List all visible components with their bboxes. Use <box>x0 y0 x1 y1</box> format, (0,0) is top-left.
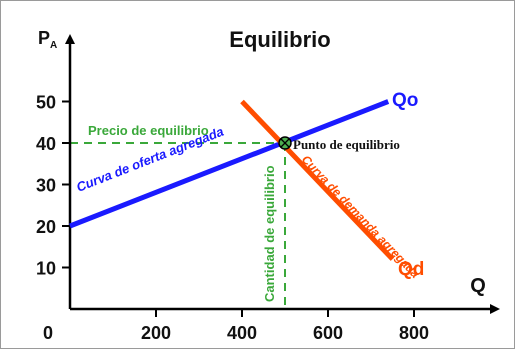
equilibrium-marker <box>278 136 292 150</box>
y-tick-label: 30 <box>36 176 56 196</box>
y-axis-label: PA <box>38 28 57 51</box>
y-axis-label-main: P <box>38 28 50 48</box>
x-tick-label: 600 <box>313 323 343 343</box>
tick-labels: 10 20 30 40 50 0 200 400 600 800 <box>36 93 429 344</box>
x-tick-label: 800 <box>399 323 429 343</box>
demand-series-name: Qd <box>398 259 424 280</box>
supply-curve-line <box>69 99 390 229</box>
demand-curve-label: Curva de demanda agregada <box>299 152 423 281</box>
y-axis-label-sub: A <box>50 40 57 51</box>
y-tick-label: 50 <box>36 93 56 113</box>
equilibrium-guides <box>70 142 286 309</box>
x-tick-label: 400 <box>227 323 257 343</box>
price-guide-label: Precio de equilibrio <box>88 123 209 138</box>
y-tick-label: 40 <box>36 134 56 154</box>
y-tick-label: 20 <box>36 217 56 237</box>
y-tick-label: 10 <box>36 259 56 279</box>
x-axis-label: Q <box>470 275 486 297</box>
x-tick-label: 200 <box>141 323 171 343</box>
axes <box>65 34 500 314</box>
series-lines <box>69 99 395 261</box>
chart-title: Equilibrio <box>229 27 330 52</box>
supply-series-name: Qo <box>392 90 418 111</box>
x-tick-label: 0 <box>43 323 53 343</box>
equilibrium-point-label: Punto de equilibrio <box>293 137 400 152</box>
demand-curve-line <box>240 99 395 261</box>
equilibrium-point-cross-b <box>280 138 290 148</box>
quantity-guide-label: Cantidad de equilibrio <box>262 165 277 302</box>
